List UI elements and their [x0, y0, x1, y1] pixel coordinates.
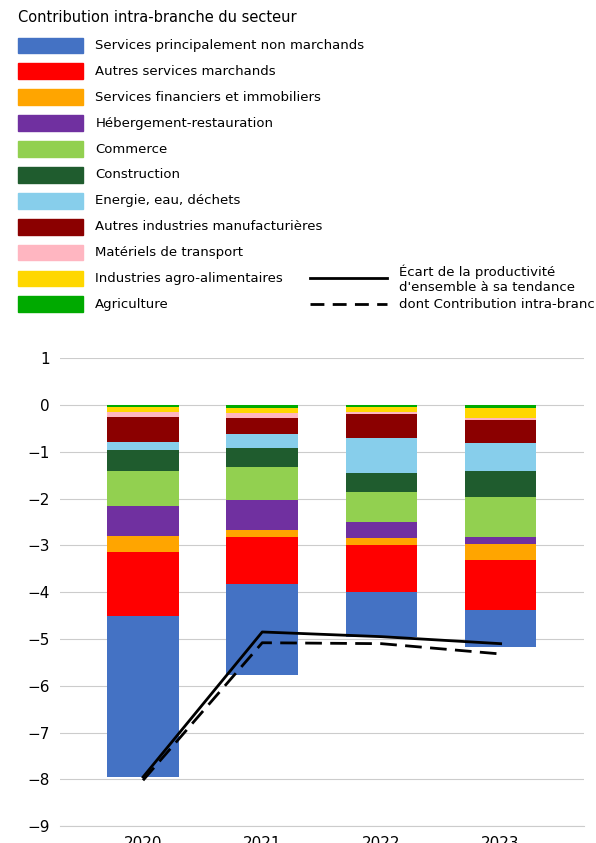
Text: Services principalement non marchands: Services principalement non marchands [95, 39, 365, 52]
Bar [107, 449, 179, 470]
Bar [18, 38, 83, 53]
Bar [107, 506, 179, 536]
Bar [346, 412, 417, 415]
Bar [107, 470, 179, 506]
Bar [465, 537, 536, 544]
Text: Contribution intra-branche du secteur: Contribution intra-branche du secteur [18, 10, 296, 25]
Text: Hébergement-restauration: Hébergement-restauration [95, 116, 274, 130]
Text: Autres industries manufacturières: Autres industries manufacturières [95, 220, 323, 234]
Bar [18, 89, 83, 105]
Bar [18, 141, 83, 157]
Text: dont Contribution intra-branche: dont Contribution intra-branche [399, 298, 596, 311]
Bar [18, 244, 83, 260]
Text: Écart de la productivité
d'ensemble à sa tendance: Écart de la productivité d'ensemble à sa… [399, 265, 575, 294]
Bar [346, 473, 417, 491]
Bar [226, 405, 298, 408]
Bar [465, 420, 536, 443]
Bar [346, 545, 417, 592]
Text: Energie, eau, déchets: Energie, eau, déchets [95, 194, 241, 207]
Bar [18, 167, 83, 183]
Bar [226, 434, 298, 448]
Text: Construction: Construction [95, 169, 181, 181]
Bar [346, 592, 417, 636]
Bar [226, 448, 298, 467]
Bar [18, 219, 83, 234]
Bar [226, 537, 298, 584]
Bar [18, 297, 83, 312]
Text: Autres services marchands: Autres services marchands [95, 65, 276, 78]
Bar [18, 193, 83, 209]
Bar [226, 500, 298, 530]
Bar [226, 413, 298, 417]
Bar [465, 544, 536, 561]
Bar [346, 438, 417, 473]
Bar [226, 584, 298, 675]
Bar [107, 552, 179, 615]
Bar [465, 497, 536, 537]
Bar [18, 115, 83, 131]
Bar [465, 471, 536, 497]
Bar [107, 412, 179, 416]
Text: Matériels de transport: Matériels de transport [95, 246, 243, 259]
Bar [107, 443, 179, 449]
Bar [346, 522, 417, 539]
Bar [107, 405, 179, 407]
Bar [465, 408, 536, 417]
Text: Industries agro-alimentaires: Industries agro-alimentaires [95, 272, 283, 285]
Bar [465, 561, 536, 609]
Bar [226, 530, 298, 537]
Text: Commerce: Commerce [95, 142, 167, 156]
Bar [465, 443, 536, 471]
Bar [226, 408, 298, 413]
Bar [107, 536, 179, 552]
Bar [107, 615, 179, 777]
Bar [465, 609, 536, 647]
Bar [226, 417, 298, 434]
Text: Services financiers et immobiliers: Services financiers et immobiliers [95, 91, 321, 104]
Bar [346, 491, 417, 522]
Bar [346, 539, 417, 545]
Bar [226, 467, 298, 500]
Bar [465, 405, 536, 408]
Bar [346, 405, 417, 407]
Bar [465, 417, 536, 420]
Bar [346, 407, 417, 412]
Text: Agriculture: Agriculture [95, 298, 169, 311]
Bar [18, 271, 83, 287]
Bar [346, 415, 417, 438]
Bar [18, 63, 83, 79]
Bar [107, 416, 179, 443]
Bar [107, 407, 179, 412]
